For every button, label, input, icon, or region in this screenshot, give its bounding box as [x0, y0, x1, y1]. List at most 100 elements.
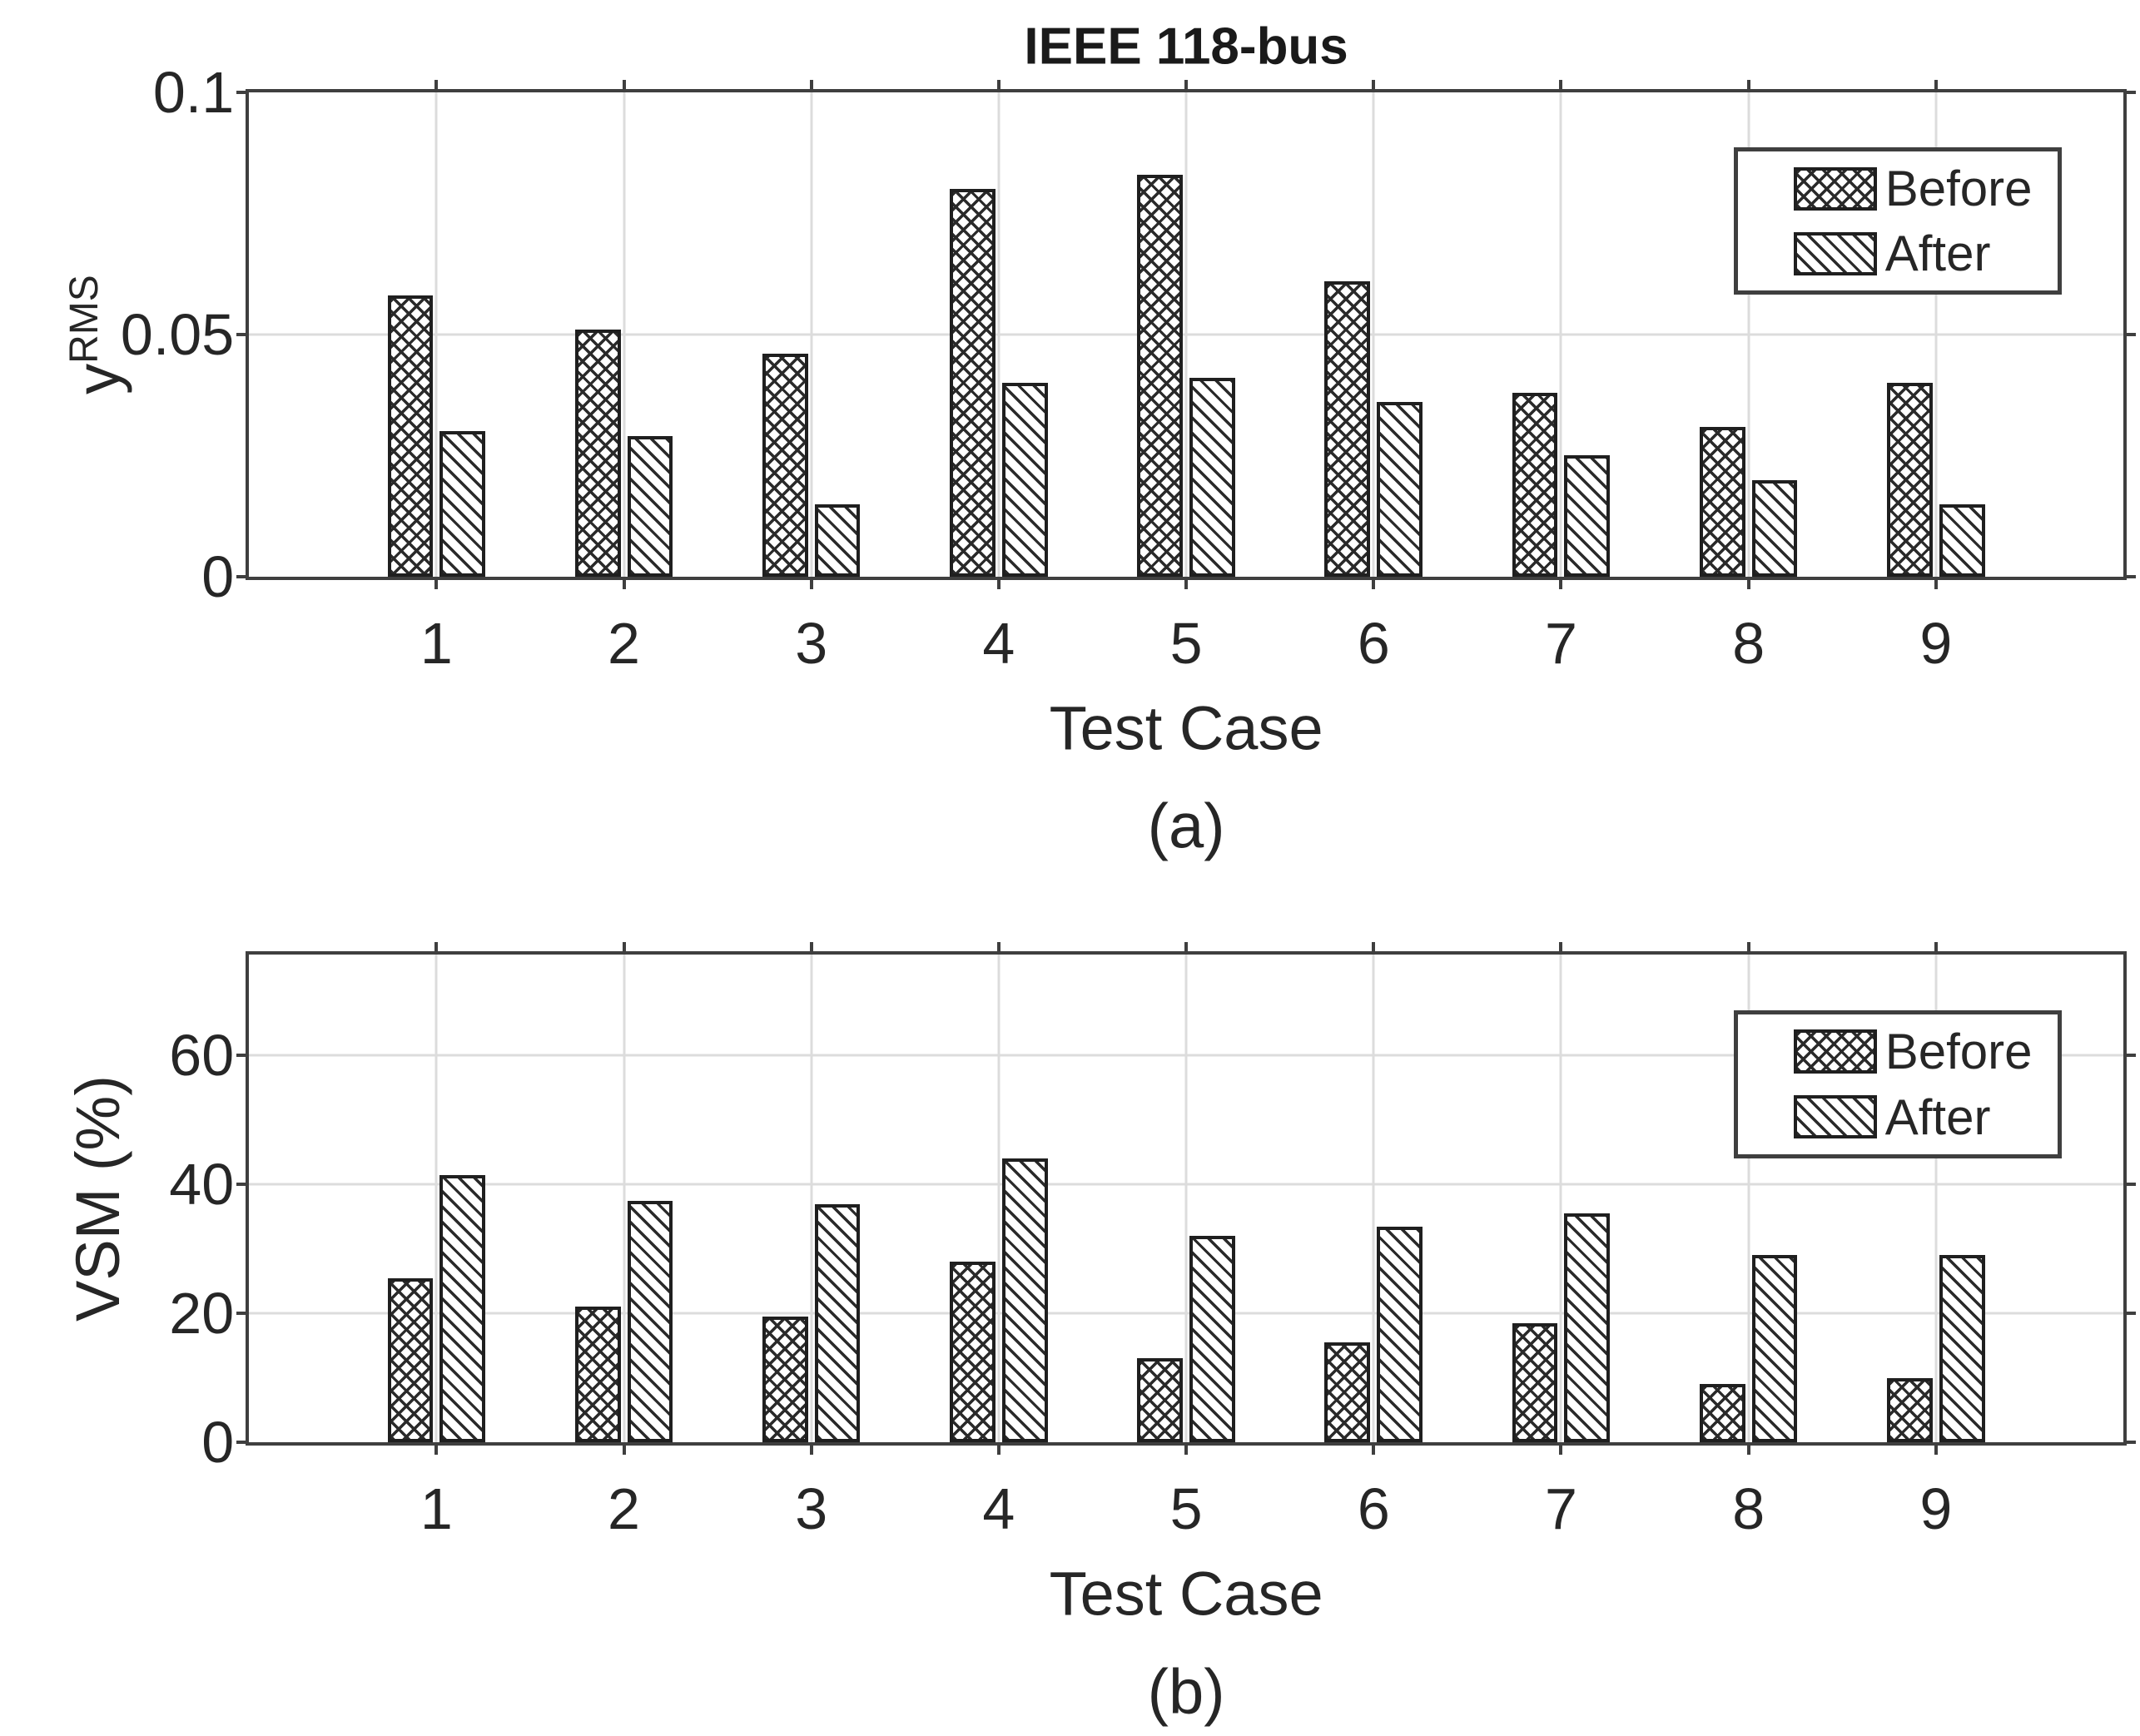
x-tick-label-7: 7: [1545, 1476, 1577, 1541]
x-tick-label-2: 2: [608, 610, 640, 676]
before-swatch-crosshatch: [1794, 166, 1877, 211]
chart-title: IEEE 118-bus: [1024, 17, 1348, 76]
x-tick-label-7: 7: [1545, 610, 1577, 676]
bar-before-case-3: [762, 1317, 808, 1442]
bar-before-case-2: [574, 1307, 621, 1442]
bar-before-case-7: [1512, 392, 1558, 577]
x-tick-mark: [1559, 576, 1563, 589]
y-tick-mark: [236, 1054, 250, 1058]
x-tick-mark: [434, 80, 439, 92]
y-tick-mark: [2123, 91, 2137, 94]
x-tick-mark: [1372, 941, 1376, 955]
y-tick-mark: [2123, 574, 2137, 578]
bar-after-case-1: [439, 1174, 486, 1442]
gridline-y-0.05: [249, 333, 2124, 336]
x-tick-mark: [434, 576, 439, 589]
panel-a-legend: Before After: [1733, 147, 2062, 295]
panel-b-plot-area: VSM (%) Test Case (b) Before After 1 2 3 4 5…: [63, 941, 2137, 1727]
y-tick-mark: [2123, 1440, 2137, 1444]
bar-after-case-6: [1377, 402, 1423, 577]
gridline-x-2: [623, 954, 626, 1442]
bar-after-case-8: [1751, 1255, 1798, 1442]
legend-label-after: After: [1884, 226, 1991, 282]
x-tick-mark: [996, 941, 1000, 955]
x-tick-label-1: 1: [420, 1476, 453, 1541]
gridline-x-1: [434, 954, 438, 1442]
x-tick-label-6: 6: [1357, 1476, 1390, 1541]
panel-a-caption: (a): [1147, 791, 1225, 862]
x-tick-label-5: 5: [1169, 1476, 1203, 1541]
legend-entry-before: Before: [1794, 161, 2033, 216]
bar-before-case-4: [950, 1262, 996, 1442]
x-tick-mark: [1559, 1441, 1563, 1455]
legend-entry-after: After: [1794, 1089, 2001, 1145]
y-tick-label-20: 20: [169, 1281, 235, 1347]
before-swatch-crosshatch: [1794, 1029, 1877, 1074]
after-swatch-diagonal: [1794, 231, 1877, 275]
y-tick-label-0.05: 0.05: [120, 301, 235, 367]
bar-after-case-2: [627, 436, 673, 577]
bar-after-case-9: [1939, 503, 1985, 577]
bar-before-case-6: [1324, 280, 1371, 577]
legend-entry-before: Before: [1794, 1024, 2033, 1079]
bar-after-case-2: [627, 1200, 673, 1442]
x-tick-mark: [1934, 941, 1938, 955]
bar-before-case-5: [1137, 1358, 1184, 1442]
x-tick-mark: [809, 1441, 813, 1455]
x-tick-mark: [1184, 941, 1189, 955]
panel-b-caption: (b): [1147, 1656, 1225, 1728]
x-tick-mark: [1934, 80, 1938, 92]
bar-before-case-8: [1699, 426, 1745, 577]
x-tick-mark: [809, 941, 813, 955]
bar-before-case-6: [1324, 1342, 1371, 1442]
bar-after-case-6: [1377, 1226, 1423, 1442]
legend-label-before: Before: [1884, 1024, 2033, 1080]
bar-before-case-9: [1887, 383, 1933, 577]
bar-before-case-2: [574, 330, 621, 577]
x-tick-mark: [996, 80, 1000, 92]
y-tick-label-0: 0: [201, 543, 235, 609]
x-tick-label-9: 9: [1919, 610, 1953, 676]
x-tick-label-5: 5: [1169, 610, 1203, 676]
bar-after-case-4: [1001, 383, 1048, 577]
x-tick-mark: [1559, 941, 1563, 955]
bar-after-case-5: [1189, 378, 1235, 577]
x-tick-mark: [809, 80, 813, 92]
x-tick-mark: [1746, 80, 1750, 92]
legend-label-before: Before: [1884, 161, 2033, 217]
gridline-y-20: [249, 1312, 2124, 1315]
bar-after-case-5: [1189, 1236, 1235, 1442]
bar-after-case-3: [814, 1203, 861, 1442]
y-tick-mark: [2123, 1183, 2137, 1187]
x-tick-mark: [996, 576, 1000, 589]
x-tick-mark: [622, 80, 626, 92]
legend-label-after: After: [1884, 1089, 1991, 1145]
x-tick-mark: [1372, 576, 1376, 589]
x-tick-mark: [622, 1441, 626, 1455]
x-tick-mark: [996, 1441, 1000, 1455]
x-tick-mark: [622, 576, 626, 589]
bar-before-case-9: [1887, 1377, 1933, 1442]
x-tick-label-3: 3: [795, 610, 828, 676]
y-tick-mark: [236, 332, 250, 336]
x-tick-mark: [434, 1441, 439, 1455]
x-tick-mark: [1746, 576, 1750, 589]
x-tick-mark: [1372, 1441, 1376, 1455]
gridline-y-40: [249, 1183, 2124, 1186]
gridline-x-6: [1372, 954, 1375, 1442]
panel-a-plot-area: IEEE 118-bus yRMS Test Case (a) Before A…: [62, 18, 2137, 861]
x-tick-label-8: 8: [1732, 610, 1765, 676]
x-tick-mark: [1184, 1441, 1189, 1455]
gridline-y-60: [249, 1054, 2124, 1057]
x-tick-mark: [1559, 80, 1563, 92]
y-tick-mark: [2123, 1312, 2137, 1316]
x-tick-mark: [1746, 1441, 1750, 1455]
x-tick-label-4: 4: [982, 1476, 1015, 1541]
y-tick-label-0: 0: [201, 1409, 235, 1475]
x-tick-label-6: 6: [1357, 610, 1390, 676]
bar-after-case-3: [814, 503, 861, 577]
y-tick-label-60: 60: [169, 1023, 235, 1089]
y-tick-mark: [236, 1183, 250, 1187]
x-tick-mark: [1184, 576, 1189, 589]
